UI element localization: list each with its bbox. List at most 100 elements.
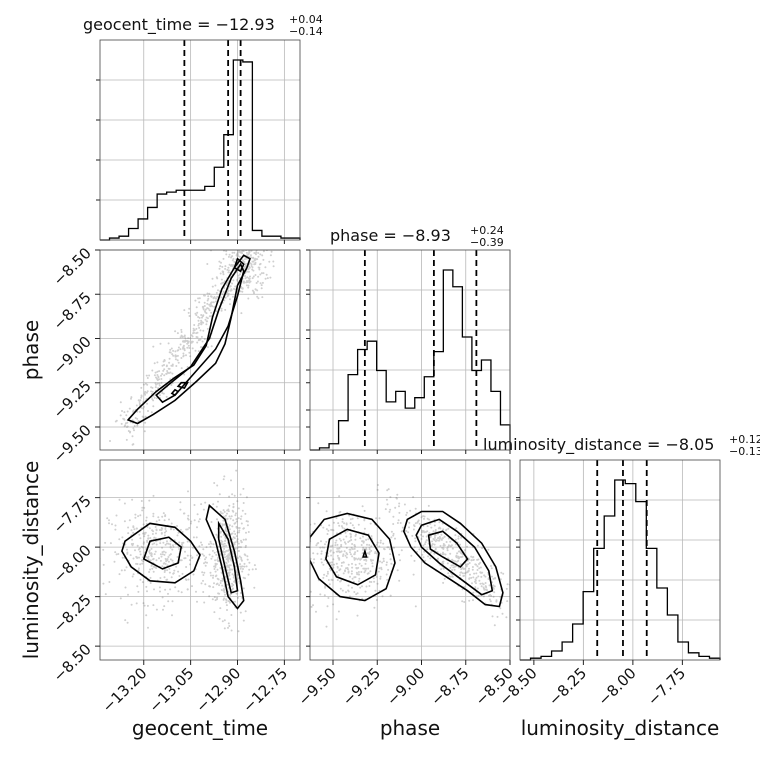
scatter-point bbox=[161, 565, 164, 568]
scatter-point bbox=[121, 556, 124, 559]
scatter-point bbox=[244, 246, 246, 248]
scatter-point bbox=[185, 354, 187, 357]
scatter-point bbox=[375, 543, 378, 546]
scatter-point bbox=[160, 527, 163, 529]
scatter-point bbox=[262, 258, 265, 261]
scatter-point bbox=[344, 554, 347, 557]
scatter-point bbox=[449, 540, 452, 543]
scatter-point bbox=[152, 399, 155, 402]
scatter-point bbox=[160, 378, 163, 380]
scatter-point bbox=[118, 498, 121, 501]
scatter-point bbox=[470, 559, 473, 562]
x-tick-label: −7.75 bbox=[644, 664, 689, 709]
scatter-point bbox=[108, 581, 111, 583]
scatter-point bbox=[343, 550, 346, 553]
scatter-point bbox=[242, 502, 245, 504]
scatter-point bbox=[142, 416, 145, 419]
scatter-point bbox=[171, 600, 174, 603]
scatter-point bbox=[361, 552, 364, 555]
scatter-point bbox=[182, 512, 185, 515]
scatter-point bbox=[223, 299, 226, 302]
scatter-point bbox=[191, 335, 194, 338]
scatter-point bbox=[224, 296, 227, 299]
scatter-point bbox=[366, 572, 369, 575]
scatter-point bbox=[121, 536, 124, 539]
scatter-point bbox=[136, 544, 139, 547]
scatter-point bbox=[162, 550, 165, 553]
scatter-point bbox=[200, 541, 202, 544]
scatter-point bbox=[198, 297, 201, 300]
scatter-point bbox=[222, 257, 225, 260]
scatter-point bbox=[244, 275, 246, 277]
scatter-point bbox=[161, 546, 164, 549]
scatter-point bbox=[424, 559, 427, 562]
contour-line bbox=[415, 518, 494, 596]
scatter-point bbox=[203, 305, 206, 307]
scatter-point bbox=[187, 344, 190, 347]
scatter-point bbox=[182, 344, 185, 347]
scatter-point bbox=[315, 544, 318, 547]
scatter-point bbox=[139, 578, 142, 581]
scatter-point bbox=[191, 340, 193, 343]
scatter-point bbox=[256, 280, 259, 283]
scatter-point bbox=[164, 515, 167, 518]
scatter-point bbox=[245, 284, 248, 287]
scatter-point bbox=[142, 532, 145, 535]
scatter-point bbox=[225, 284, 228, 286]
scatter-point bbox=[335, 539, 338, 542]
scatter-point bbox=[227, 280, 230, 282]
scatter-point bbox=[237, 517, 240, 520]
scatter-point bbox=[368, 580, 371, 583]
scatter-point bbox=[186, 588, 189, 591]
scatter-point bbox=[421, 553, 424, 556]
scatter-point bbox=[188, 315, 191, 317]
scatter-point bbox=[142, 405, 145, 408]
scatter-point bbox=[217, 500, 219, 503]
scatter-point bbox=[416, 521, 419, 524]
scatter-point bbox=[342, 561, 345, 564]
scatter-point bbox=[199, 338, 202, 341]
scatter-point bbox=[234, 514, 237, 517]
scatter-point bbox=[219, 272, 222, 275]
scatter-point bbox=[213, 565, 216, 568]
scatter-point bbox=[237, 255, 240, 258]
scatter-point bbox=[233, 574, 235, 577]
scatter-point bbox=[226, 549, 229, 552]
scatter-point bbox=[382, 542, 385, 545]
scatter-point bbox=[165, 530, 168, 533]
frame-phase-vs-geocent-time bbox=[99, 249, 301, 451]
scatter-point bbox=[221, 281, 224, 284]
scatter-point bbox=[208, 309, 211, 312]
scatter-point bbox=[225, 604, 228, 607]
scatter-point bbox=[216, 598, 218, 601]
scatter-point bbox=[483, 588, 486, 591]
scatter-point bbox=[131, 538, 134, 541]
scatter-point bbox=[216, 582, 219, 585]
scatter-point bbox=[168, 567, 171, 570]
scatter-point bbox=[459, 556, 462, 558]
scatter-point bbox=[216, 559, 219, 561]
scatter-point bbox=[514, 597, 516, 599]
scatter-point bbox=[474, 563, 477, 566]
scatter-point bbox=[236, 253, 239, 256]
scatter-point bbox=[334, 544, 337, 547]
scatter-point bbox=[168, 361, 171, 364]
scatter-point bbox=[184, 339, 187, 342]
scatter-point bbox=[179, 348, 182, 351]
scatter-point bbox=[244, 263, 247, 266]
scatter-point bbox=[232, 505, 235, 508]
scatter-point bbox=[236, 596, 239, 599]
scatter-point bbox=[162, 512, 165, 515]
scatter-point bbox=[201, 340, 204, 343]
scatter-point bbox=[195, 314, 198, 317]
scatter-point bbox=[126, 421, 129, 424]
scatter-point bbox=[555, 638, 557, 640]
frame-geocent-time bbox=[99, 39, 301, 241]
scatter-point bbox=[165, 365, 168, 368]
scatter-point bbox=[155, 532, 157, 535]
scatter-point bbox=[434, 540, 437, 543]
scatter-point bbox=[246, 276, 249, 279]
scatter-point bbox=[136, 556, 139, 559]
scatter-point bbox=[223, 510, 226, 513]
